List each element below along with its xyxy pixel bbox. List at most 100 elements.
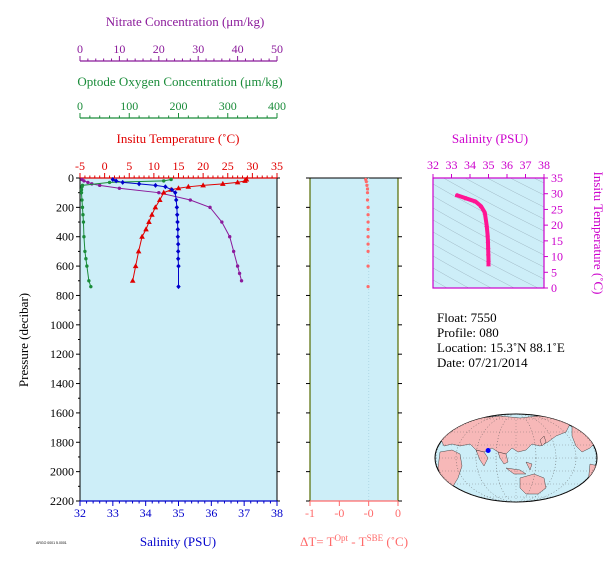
ts-contour <box>433 207 544 268</box>
ts-point <box>485 244 491 249</box>
temperature-point <box>220 180 226 186</box>
temperature-point <box>129 277 136 283</box>
salinity-axis: 32 33 34 35 36 37 38 <box>74 500 283 520</box>
salinity-tick-label: 32 <box>74 506 86 520</box>
salinity-axis-title: Salinity (PSU) <box>140 534 216 549</box>
pressure-tick-label: 0 <box>68 171 74 185</box>
temperature-point <box>200 182 206 188</box>
ts-point <box>484 222 490 227</box>
ts-ytick-label: 35 <box>551 171 563 185</box>
nitrate-point <box>188 198 193 202</box>
delta-t-xtick-label: -1 <box>305 506 315 520</box>
nitrate-point <box>231 249 236 254</box>
delta-t-point <box>366 264 370 268</box>
salinity-tick-label: 33 <box>107 506 119 520</box>
dt-label-c: (˚C) <box>383 534 408 549</box>
pressure-tick-label: 1400 <box>50 377 74 391</box>
temperature-tick-label: 30 <box>246 159 258 173</box>
ts-xtick-label: 36 <box>501 158 513 172</box>
temperature-point <box>132 263 139 269</box>
salinity-point <box>175 241 181 247</box>
ts-contour <box>464 178 544 220</box>
nitrate-point <box>237 271 242 276</box>
map-japan <box>539 435 547 447</box>
delta-t-point <box>366 235 370 239</box>
ts-ytick-label: 5 <box>551 265 557 279</box>
map-grid <box>435 414 597 502</box>
nitrate-tick-label: 50 <box>271 42 283 56</box>
ts-point <box>485 250 491 256</box>
dt-label-sup1: Opt <box>335 533 349 543</box>
temperature-point <box>160 189 167 195</box>
ts-point <box>486 257 491 262</box>
profile-marks <box>79 176 250 290</box>
salinity-tick-label: 35 <box>173 506 185 520</box>
temperature-axis: -5 0 5 10 15 20 25 30 35 <box>75 159 283 179</box>
temperature-tick-label: 20 <box>197 159 209 173</box>
map-meridian <box>455 414 577 502</box>
oxygen-point <box>80 185 84 189</box>
delta-t-point <box>365 191 370 195</box>
ts-density-contours <box>433 178 544 288</box>
pressure-tick-label: 800 <box>56 288 74 302</box>
temperature-point <box>234 179 241 185</box>
delta-t-point <box>364 180 368 184</box>
temperature-point <box>175 185 182 191</box>
ts-point <box>463 195 469 201</box>
salinity-point <box>175 248 181 254</box>
ts-point <box>482 210 488 215</box>
temperature-series <box>129 176 250 283</box>
temperature-point <box>135 248 142 254</box>
profile-panel <box>80 178 277 501</box>
ts-ytick-label: 20 <box>551 218 563 232</box>
profile-number: Profile: 080 <box>437 325 499 340</box>
salinity-point <box>110 176 116 182</box>
delta-t-point <box>365 187 370 191</box>
ts-ytick-label: 25 <box>551 202 563 216</box>
ts-contour <box>433 195 544 256</box>
delta-t-axes: -1 -0 -0 0 <box>305 177 402 520</box>
temperature-tick-label: 15 <box>173 159 185 173</box>
salinity-point <box>174 197 179 203</box>
pressure-tick-label: 1800 <box>50 435 74 449</box>
ts-xtick-label: 33 <box>446 158 458 172</box>
map-se-asia <box>497 451 533 475</box>
temperature-point <box>242 177 248 183</box>
salinity-point <box>176 263 181 269</box>
nitrate-point <box>220 220 224 224</box>
nitrate-point <box>208 205 212 210</box>
oxygen-point <box>87 279 91 283</box>
map-meridian <box>435 414 597 502</box>
oxygen-point <box>84 257 88 261</box>
salinity-point <box>113 178 119 184</box>
delta-t-marks <box>364 177 370 289</box>
map-south-america <box>587 463 597 495</box>
salinity-point <box>175 219 180 225</box>
ts-marks <box>454 192 491 267</box>
pressure-tick-label: 600 <box>56 259 74 273</box>
ts-point <box>485 238 491 243</box>
pressure-tick-label: 1200 <box>50 347 74 361</box>
nitrate-point <box>228 235 232 239</box>
delta-t-xtick-label: -0 <box>364 506 374 520</box>
location: Location: 15.3˚N 88.1˚E <box>437 340 565 355</box>
ts-contour <box>433 279 448 288</box>
oxygen-axis-title: Optode Oxygen Concentration (μm/kg) <box>77 74 282 89</box>
ts-ytick-label: 15 <box>551 234 563 248</box>
ts-ytick-label: 10 <box>551 250 563 264</box>
nitrate-tick-label: 30 <box>192 42 204 56</box>
temperature-point <box>143 226 149 232</box>
pressure-tick-label: 1600 <box>50 406 74 420</box>
ts-contour <box>433 183 544 244</box>
ts-ytick-label: 30 <box>551 187 563 201</box>
delta-t-panel <box>310 178 398 501</box>
temperature-tick-label: 35 <box>271 159 283 173</box>
temperature-tick-label: 5 <box>126 159 132 173</box>
delta-t-point <box>366 227 370 231</box>
ts-contour <box>433 219 544 280</box>
oxygen-point <box>162 179 166 183</box>
ts-xtick-label: 34 <box>464 158 476 172</box>
ts-y-title: Insitu Temperature (˚C) <box>591 171 606 294</box>
delta-t-point <box>366 213 370 217</box>
